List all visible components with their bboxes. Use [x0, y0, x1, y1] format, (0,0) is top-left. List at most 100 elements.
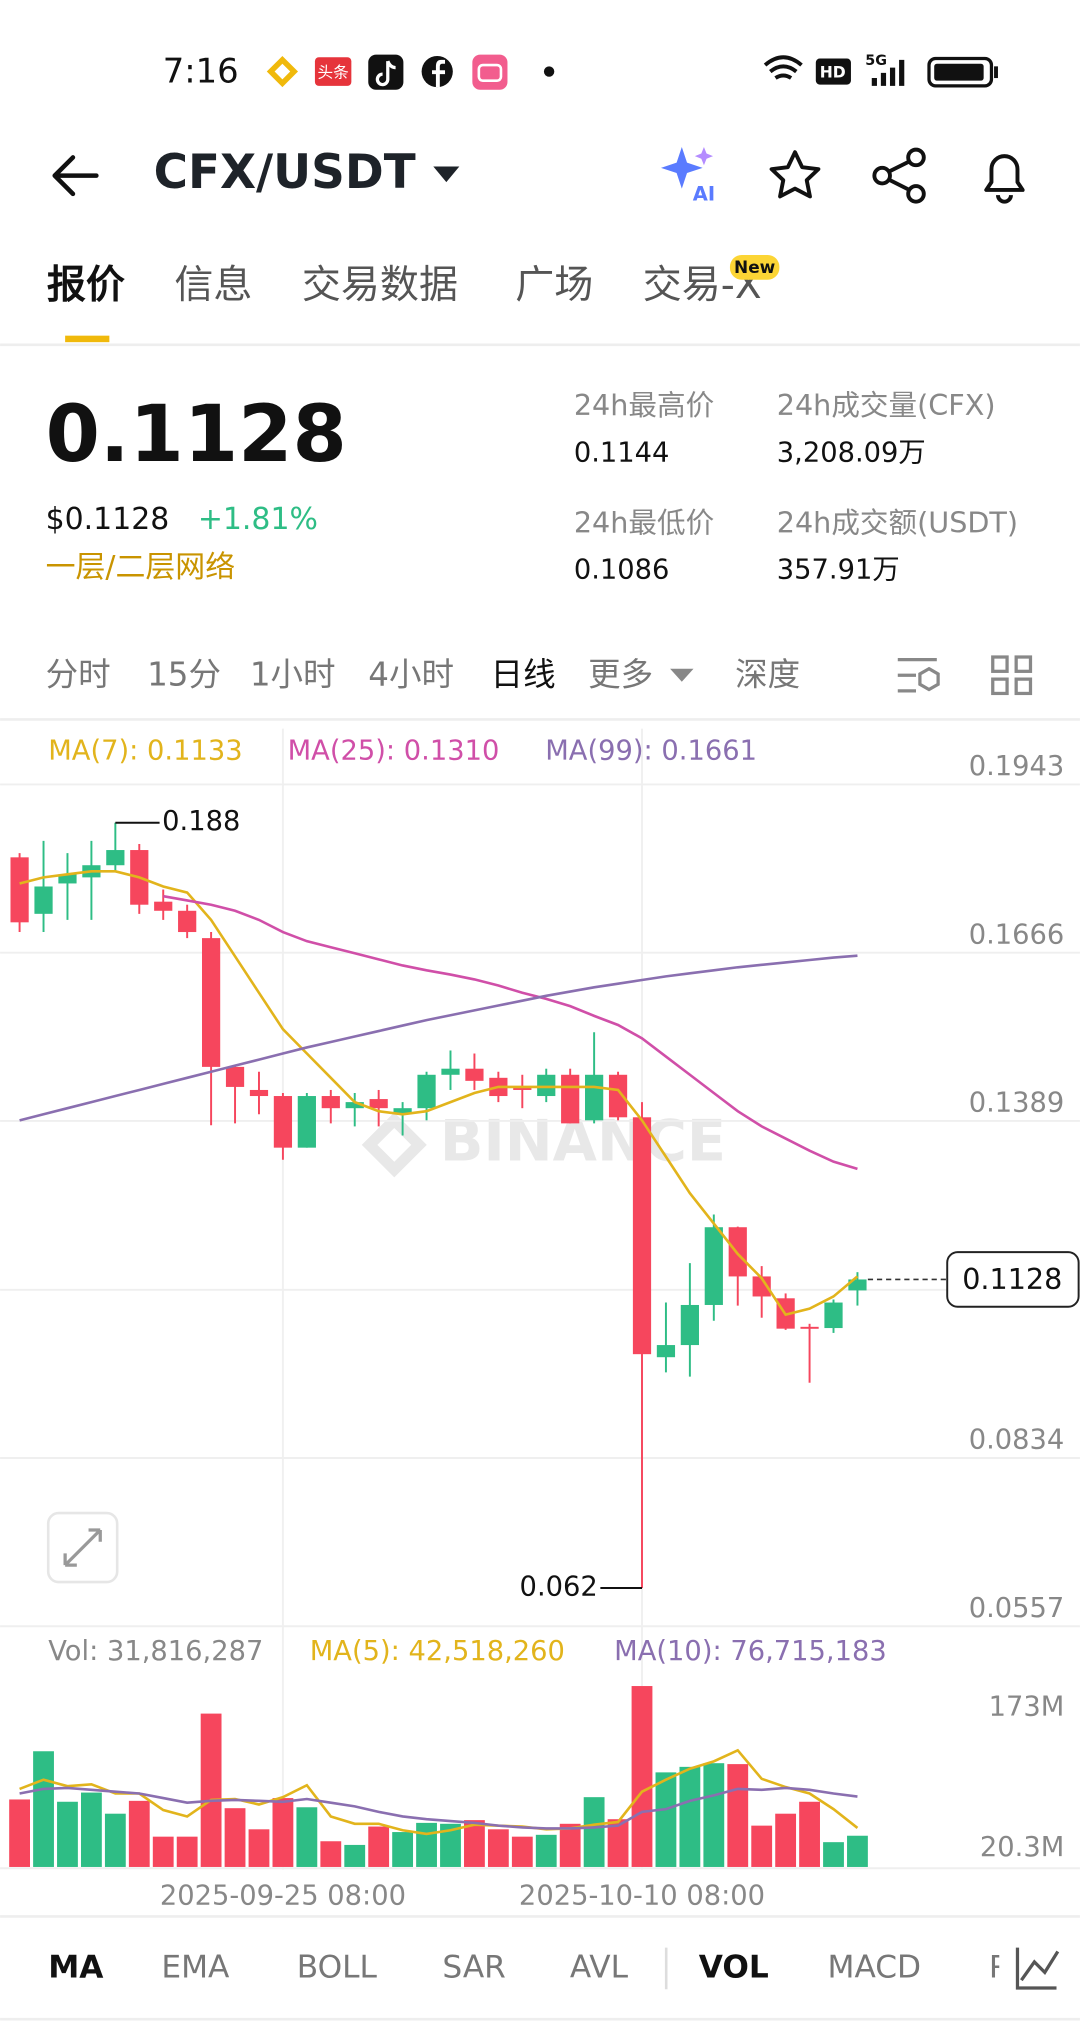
low-label: 0.062	[520, 1572, 598, 1603]
settings-hex	[918, 666, 940, 692]
candle-body	[608, 1074, 628, 1118]
network-label: 5G	[865, 53, 887, 69]
tab[interactable]: 广场	[515, 263, 593, 308]
candle-body	[417, 1074, 436, 1109]
candle-body	[537, 1074, 556, 1097]
y-tick-label: 0.1389	[969, 1088, 1065, 1119]
battery-icon	[927, 56, 994, 88]
candle-body	[58, 874, 77, 884]
volume-bar	[511, 1836, 533, 1867]
interval[interactable]: 1小时	[250, 656, 336, 694]
candle-body	[632, 1117, 652, 1355]
volume-bar	[655, 1772, 677, 1867]
wifi-icon	[763, 55, 803, 80]
indicator[interactable]: BOLL	[297, 1949, 378, 1985]
volume-bar	[464, 1820, 485, 1867]
candle-body	[704, 1227, 723, 1305]
toutiao-label: 头条	[318, 63, 350, 81]
battery-tip	[994, 66, 998, 79]
facebook-glyph	[432, 59, 446, 88]
indicator[interactable]: AVL	[570, 1949, 629, 1985]
candle-body	[728, 1227, 747, 1277]
volume-bar	[368, 1826, 390, 1867]
volume-bar	[81, 1792, 102, 1867]
interval[interactable]: 15分	[147, 656, 221, 694]
indicator[interactable]: MA	[48, 1949, 104, 1985]
candle-body	[513, 1086, 532, 1090]
indicator[interactable]: MACD	[828, 1949, 922, 1985]
indicator[interactable]: SAR	[442, 1949, 505, 1985]
chart-settings-button[interactable]	[897, 657, 940, 693]
volume-bar	[799, 1801, 820, 1867]
share-node	[906, 147, 926, 168]
clock: 7:16	[163, 51, 239, 90]
volume-bar	[727, 1764, 749, 1867]
volume-bar	[272, 1798, 294, 1867]
back-button[interactable]	[52, 155, 99, 197]
volume-bar	[631, 1686, 653, 1867]
candle-body	[178, 910, 197, 933]
candle-body	[656, 1345, 676, 1358]
candle-body	[585, 1074, 604, 1121]
settings-lines	[897, 657, 937, 693]
tab[interactable]: 信息	[174, 263, 252, 308]
volume-ma-legend: MA(5): 42,518,260	[310, 1636, 565, 1667]
volume-bar	[200, 1713, 222, 1867]
stat-label: 24h成交额(USDT)	[777, 505, 1018, 539]
ma-legend: MA(25): 0.1310	[288, 735, 500, 766]
candle-body	[10, 857, 29, 923]
pair-title[interactable]: CFX/USDT	[154, 146, 416, 200]
volume-bar	[128, 1800, 150, 1867]
indicator-chart-button[interactable]	[1015, 1947, 1060, 1990]
interval-bar: 分时 15分 1小时 4小时 日线 更多 深度	[46, 656, 801, 694]
indicator[interactable]: VOL	[699, 1949, 769, 1985]
x-tick-label: 2025-09-25 08:00	[160, 1880, 406, 1911]
share-node	[906, 184, 926, 204]
volume-bar	[176, 1836, 198, 1867]
usd-price: $0.1128	[46, 502, 170, 537]
watermark: BINANCE	[440, 1109, 726, 1175]
interval[interactable]: 分时	[46, 656, 111, 694]
y-tick-label: 0.0834	[969, 1425, 1065, 1456]
tab[interactable]: 交易数据	[302, 263, 458, 308]
interval[interactable]: 更多	[588, 656, 653, 694]
favorite-button[interactable]	[769, 150, 821, 199]
more-dropdown[interactable]	[670, 668, 694, 682]
share-button[interactable]	[872, 147, 926, 204]
tab[interactable]: 报价	[47, 263, 125, 308]
battery-level	[934, 63, 984, 81]
ai-sparkle[interactable]	[660, 147, 703, 189]
pair-dropdown[interactable]	[433, 166, 460, 183]
candle-body	[225, 1066, 245, 1087]
volume-bar	[320, 1841, 342, 1867]
watermark-logo	[361, 1112, 427, 1178]
high-label: 0.188	[162, 806, 240, 837]
indicator-bar: MAEMABOLLSARAVLVOLMACDRSI	[48, 1949, 1039, 1985]
volume-bar	[296, 1807, 318, 1867]
stat-label: 24h最高价	[574, 388, 714, 422]
ai-sparkle-small	[694, 147, 714, 166]
candle-body	[154, 901, 173, 911]
hd-icon	[815, 58, 851, 85]
layout-button[interactable]	[991, 655, 1033, 696]
candle-body	[106, 850, 125, 866]
volume-ma-line	[19, 1748, 859, 1836]
candle-body	[848, 1279, 867, 1291]
y-tick-label: 0.1943	[969, 751, 1065, 782]
interval[interactable]: 日线	[491, 656, 556, 694]
expand-glyph	[63, 1528, 102, 1567]
volume-bar	[751, 1825, 773, 1867]
stat-label: 24h最低价	[574, 505, 714, 539]
hd-label: HD	[820, 63, 846, 81]
volume-bar	[487, 1829, 509, 1867]
grid-cell	[1014, 655, 1033, 673]
alert-button[interactable]	[984, 154, 1025, 204]
indicator[interactable]: EMA	[161, 1949, 230, 1985]
volume-ma-line	[19, 1786, 858, 1830]
network-tag[interactable]: 一层/二层网络	[46, 550, 236, 585]
interval[interactable]: 4小时	[368, 656, 454, 694]
stat-label: 24h成交量(CFX)	[777, 388, 996, 422]
interval[interactable]: 深度	[735, 656, 800, 694]
volume-bar	[823, 1842, 844, 1867]
